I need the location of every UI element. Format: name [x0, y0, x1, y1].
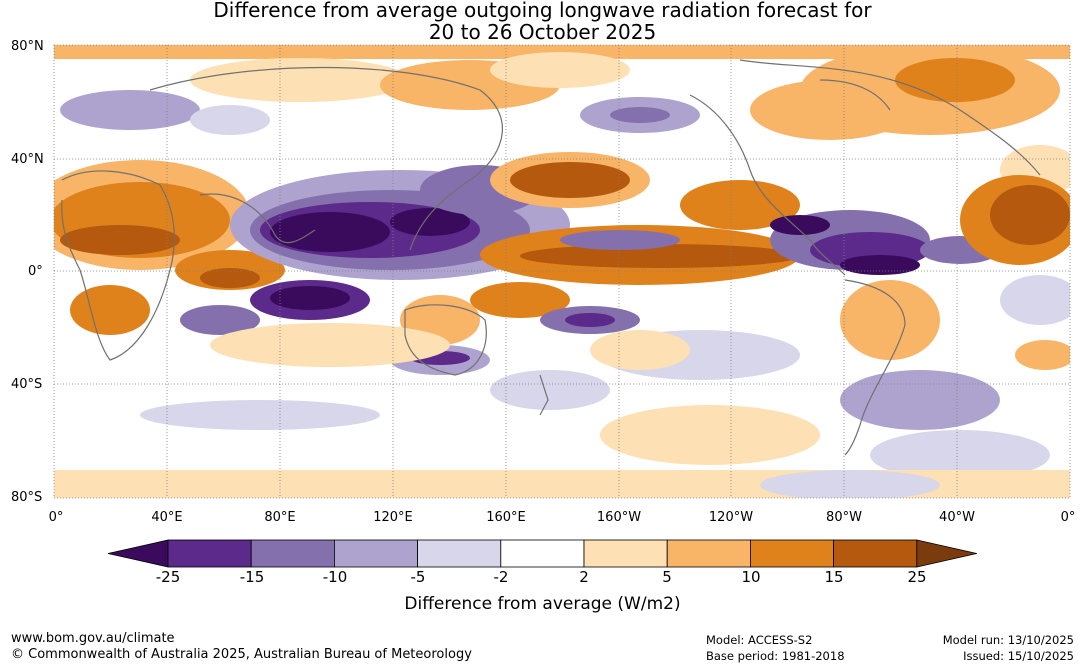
lon-label-80e: 80°E	[264, 510, 296, 525]
colorbar-segment	[583, 539, 668, 568]
lon-label-40w: 40°W	[939, 510, 975, 525]
colorbar-segment	[750, 539, 835, 568]
map-title-line-2: 20 to 26 October 2025	[428, 20, 657, 44]
lon-label-120w: 120°W	[708, 510, 754, 525]
lon-label-120e: 120°E	[373, 510, 413, 525]
lon-label-80w: 80°W	[826, 510, 862, 525]
lat-label-40s: 40°S	[11, 377, 43, 392]
colorbar-segment	[417, 539, 502, 568]
colorbar-tick-label: 5	[662, 568, 672, 586]
graticule	[53, 44, 1071, 499]
footer-model: Model: ACCESS-S2	[706, 633, 813, 647]
lat-label-40n: 40°N	[11, 152, 44, 167]
lat-label-80n: 80°N	[11, 39, 44, 54]
colorbar-tick-label: -25	[155, 568, 181, 586]
colorbar-segment	[500, 539, 585, 568]
footer-url[interactable]: www.bom.gov.au/climate	[11, 631, 175, 646]
colorbar-tick-label: -5	[410, 568, 426, 586]
colorbar-tick-label: 15	[824, 568, 844, 586]
colorbar-arrow-low	[107, 539, 169, 568]
anomaly-field	[54, 45, 1070, 498]
colorbar-title: Difference from average (W/m2)	[404, 594, 681, 614]
lon-label-160e: 160°E	[486, 510, 526, 525]
coastlines	[61, 59, 1041, 456]
colorbar-segment	[333, 539, 418, 568]
footer-copyright: © Commonwealth of Australia 2025, Austra…	[11, 647, 472, 662]
colorbar-arrow-high	[916, 539, 977, 568]
colorbar	[107, 539, 977, 568]
lat-label-80s: 80°S	[11, 490, 43, 505]
lon-label-0-west: 0°	[48, 510, 64, 525]
map-title-line-1: Difference from average outgoing longwav…	[213, 0, 872, 22]
footer-issued: Issued: 15/10/2025	[963, 649, 1074, 663]
colorbar-segment	[167, 539, 252, 568]
colorbar-tick-label: -2	[493, 568, 509, 586]
lon-label-40e: 40°E	[151, 510, 183, 525]
colorbar-segment	[666, 539, 751, 568]
colorbar-tick-label: 10	[741, 568, 761, 586]
colorbar-tick-label: 25	[907, 568, 927, 586]
colorbar-tick-label: -10	[322, 568, 348, 586]
footer-model-run: Model run: 13/10/2025	[942, 633, 1074, 647]
colorbar-tick-label: -15	[239, 568, 265, 586]
colorbar-segment	[833, 539, 918, 568]
lon-label-0-east: 0°	[1060, 510, 1076, 525]
colorbar-tick-label: 2	[579, 568, 589, 586]
footer-base-period: Base period: 1981-2018	[706, 649, 845, 663]
lat-label-0: 0°	[28, 264, 43, 279]
lon-label-160w: 160°W	[596, 510, 642, 525]
colorbar-segment	[250, 539, 335, 568]
